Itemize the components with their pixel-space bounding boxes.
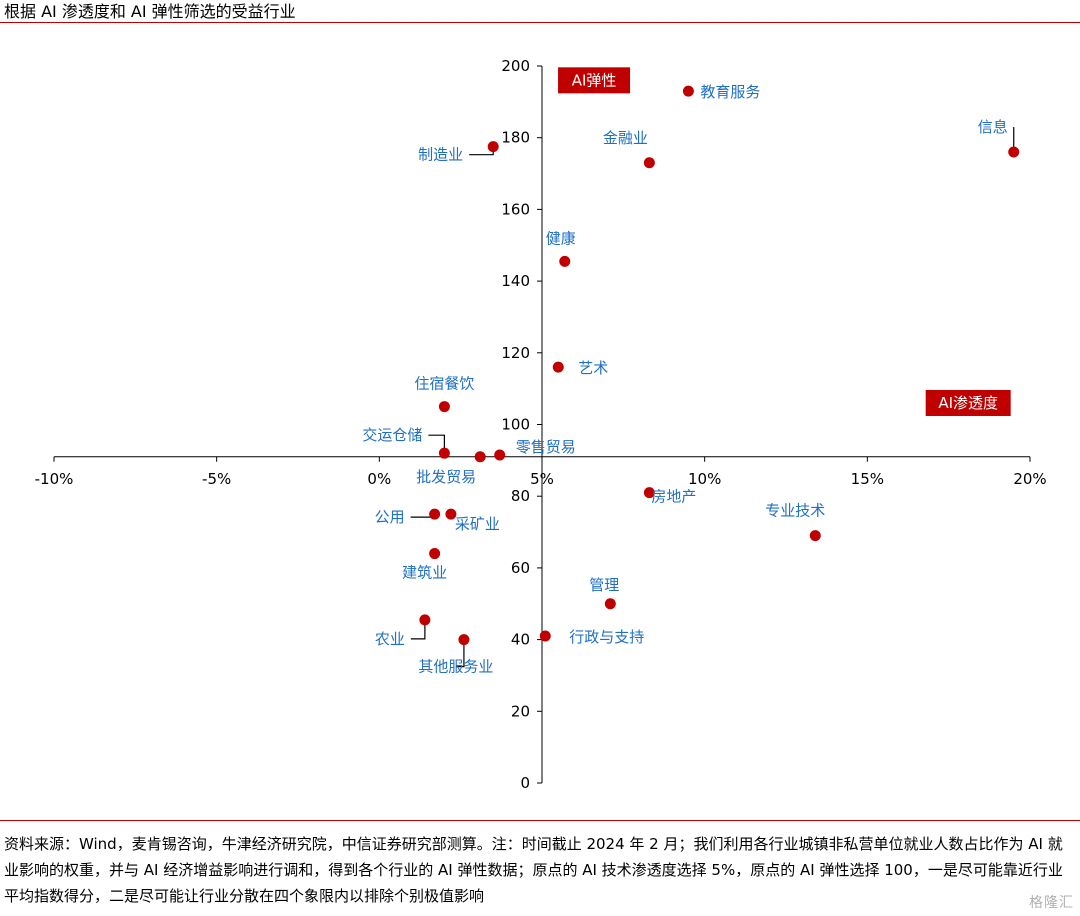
data-point-label: 建筑业 (402, 564, 447, 582)
quadrant-label: AI渗透度 (938, 394, 998, 412)
data-point-label: 信息 (978, 118, 1008, 136)
data-point (445, 508, 457, 520)
y-tick-label: 100 (501, 416, 530, 434)
data-point (1008, 146, 1020, 158)
data-point (487, 141, 499, 153)
data-point-label: 金融业 (603, 129, 648, 147)
data-point-label: 农业 (375, 630, 405, 648)
data-point (552, 361, 564, 373)
data-point-label: 其他服务业 (418, 658, 493, 676)
data-point (559, 255, 571, 267)
data-point-label: 公用 (375, 508, 405, 526)
leader-line (410, 619, 426, 640)
data-point (604, 598, 616, 610)
y-tick-label: 20 (511, 702, 530, 720)
scatter-chart: -10% -5% 0% 5% 10% 15% 20% 0204060801001201401… (35, 57, 1047, 792)
y-axis: 0 20 40 60 80 100 120 140 160 180 200 (501, 57, 543, 792)
data-point (419, 614, 431, 626)
data-point (682, 85, 694, 97)
x-tick-label: 20% (1013, 470, 1046, 488)
data-point-label: 教育服务 (700, 83, 760, 101)
data-point-label: 艺术 (578, 359, 608, 377)
data-point (458, 634, 470, 646)
y-tick-label: 160 (501, 200, 530, 218)
data-point (429, 548, 441, 560)
x-tick-label: 10% (688, 470, 721, 488)
y-tick-label: 40 (511, 631, 530, 649)
data-point (809, 530, 821, 542)
source-divider (0, 820, 1080, 821)
x-tick-label: 15% (851, 470, 884, 488)
quadrant-label-box (558, 67, 631, 94)
y-tick-label: 140 (501, 272, 530, 290)
y-tick-label: 120 (501, 344, 530, 362)
watermark: 格隆汇 (1029, 895, 1074, 911)
quadrant-label-box (925, 389, 1011, 416)
y-tick-label: 80 (511, 487, 530, 505)
x-tick-label: -10% (35, 470, 74, 488)
data-point-label: 管理 (589, 576, 619, 594)
title-divider (0, 22, 1080, 23)
leader-line (455, 639, 465, 668)
y-tick-label: 60 (511, 559, 530, 577)
data-point-label: 房地产 (651, 488, 696, 506)
data-point-label: 采矿业 (455, 515, 500, 533)
quadrant-labels: AI弹性 AI渗透度 (558, 67, 1011, 416)
data-point-label: 专业技术 (765, 502, 825, 520)
data-point (539, 630, 551, 642)
data-point (643, 157, 655, 169)
y-tick-label: 200 (501, 57, 530, 75)
x-axis: -10% -5% 0% 5% 10% 15% 20% (35, 456, 1047, 488)
source-note: 资料来源：Wind，麦肯锡咨询，牛津经济研究院，中信证券研究部测算。注：时间截止… (4, 835, 1063, 905)
data-point-label: 行政与支持 (569, 628, 644, 646)
data-point-label: 零售贸易 (516, 438, 576, 456)
data-point-label: 制造业 (418, 146, 463, 164)
data-point-label: 住宿餐饮 (414, 375, 474, 393)
data-point (474, 451, 486, 463)
data-point (438, 401, 450, 413)
data-point (429, 508, 441, 520)
leader-line (428, 434, 445, 454)
y-tick-label: 180 (501, 129, 530, 147)
y-tick-label: 0 (520, 774, 530, 792)
data-point-label: 健康 (546, 229, 576, 247)
data-point-label: 交运仓储 (362, 426, 422, 444)
data-point (643, 487, 655, 499)
data-point (494, 449, 506, 461)
data-point-label: 批发贸易 (416, 468, 476, 486)
x-tick-label: -5% (202, 470, 231, 488)
data-point (438, 447, 450, 459)
x-tick-label: 0% (367, 470, 391, 488)
chart-title: 根据 AI 渗透度和 AI 弹性筛选的受益行业 (4, 2, 296, 21)
quadrant-label: AI弹性 (572, 71, 617, 89)
